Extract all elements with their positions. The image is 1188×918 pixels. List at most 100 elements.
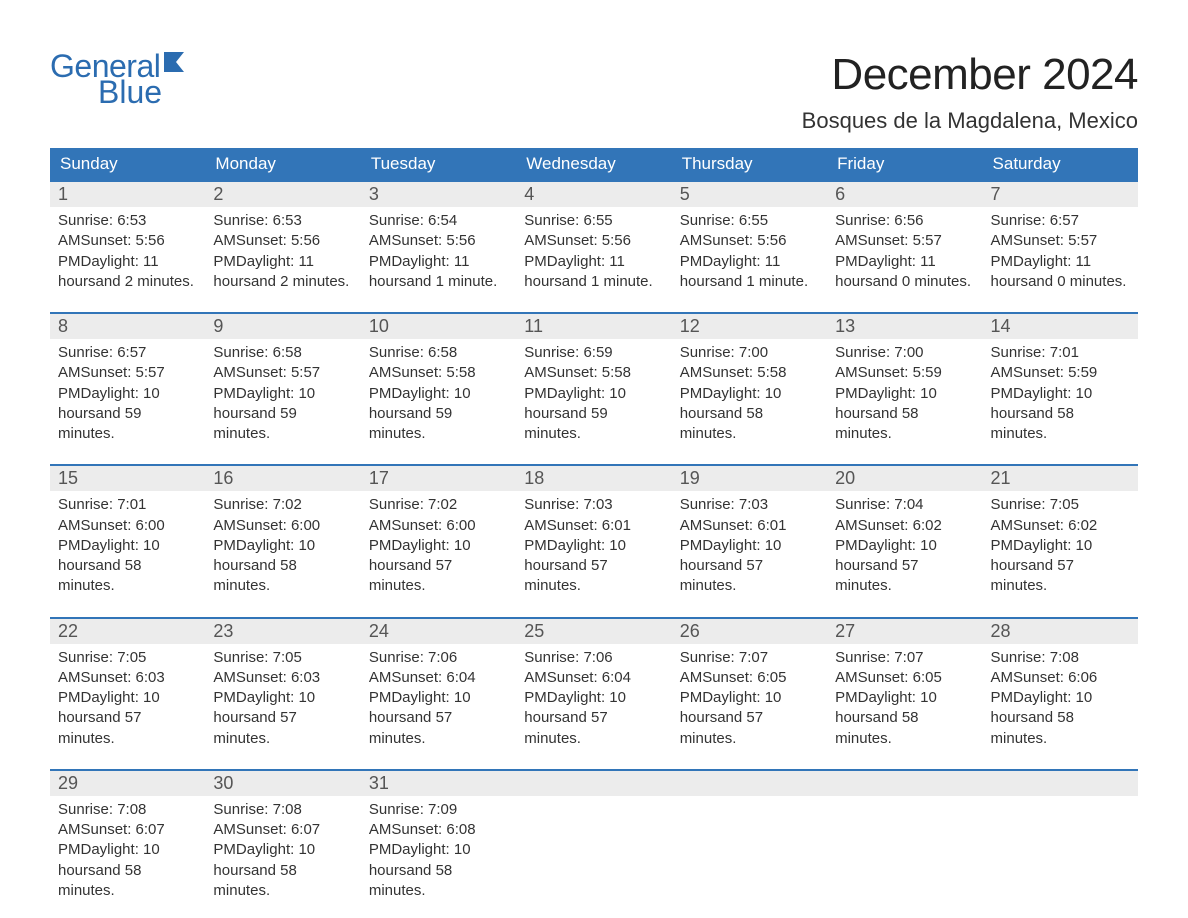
day-cell: Sunrise: 7:08 AMSunset: 6:06 PMDaylight:… — [983, 644, 1138, 759]
day-number — [516, 771, 671, 796]
day-number: 30 — [205, 771, 360, 796]
day-cell: Sunrise: 7:05 AMSunset: 6:03 PMDaylight:… — [50, 644, 205, 759]
day-number: 3 — [361, 182, 516, 207]
day-number: 10 — [361, 314, 516, 339]
week-bodies: Sunrise: 7:05 AMSunset: 6:03 PMDaylight:… — [50, 644, 1138, 759]
day-number: 8 — [50, 314, 205, 339]
day-number: 2 — [205, 182, 360, 207]
day-number: 17 — [361, 466, 516, 491]
day-number: 31 — [361, 771, 516, 796]
day-cell: Sunrise: 7:08 AMSunset: 6:07 PMDaylight:… — [205, 796, 360, 911]
day-number: 9 — [205, 314, 360, 339]
day-number — [672, 771, 827, 796]
day-cell: Sunrise: 7:03 AMSunset: 6:01 PMDaylight:… — [516, 491, 671, 606]
daylight-line-2: and 2 minutes. — [96, 273, 194, 290]
day-number: 14 — [983, 314, 1138, 339]
day-number: 6 — [827, 182, 982, 207]
day-number — [983, 771, 1138, 796]
day-cell: Sunrise: 6:56 AMSunset: 5:57 PMDaylight:… — [827, 207, 982, 302]
weekday-sunday: Sunday — [50, 148, 205, 180]
day-number: 16 — [205, 466, 360, 491]
daynum-strip: 891011121314 — [50, 314, 1138, 339]
page: General Blue December 2024 Bosques de la… — [0, 0, 1188, 918]
daylight-line-2: and 0 minutes. — [873, 273, 971, 290]
month-title: December 2024 — [802, 50, 1138, 100]
daylight-line-2: and 1 minute. — [562, 273, 653, 290]
day-cell: Sunrise: 6:57 AMSunset: 5:57 PMDaylight:… — [50, 339, 205, 454]
logo: General Blue — [50, 50, 192, 108]
daynum-strip: 1234567 — [50, 182, 1138, 207]
day-cell: Sunrise: 7:07 AMSunset: 6:05 PMDaylight:… — [672, 644, 827, 759]
day-number: 21 — [983, 466, 1138, 491]
day-cell: Sunrise: 7:03 AMSunset: 6:01 PMDaylight:… — [672, 491, 827, 606]
daylight-line-2: and 1 minute. — [717, 273, 808, 290]
day-number: 11 — [516, 314, 671, 339]
weekday-tuesday: Tuesday — [361, 148, 516, 180]
day-cell — [827, 796, 982, 911]
day-cell: Sunrise: 7:05 AMSunset: 6:02 PMDaylight:… — [983, 491, 1138, 606]
day-cell: Sunrise: 6:57 AMSunset: 5:57 PMDaylight:… — [983, 207, 1138, 302]
day-cell: Sunrise: 6:58 AMSunset: 5:58 PMDaylight:… — [361, 339, 516, 454]
calendar-week: 1234567Sunrise: 6:53 AMSunset: 5:56 PMDa… — [50, 180, 1138, 302]
location: Bosques de la Magdalena, Mexico — [802, 108, 1138, 134]
week-bodies: Sunrise: 7:01 AMSunset: 6:00 PMDaylight:… — [50, 491, 1138, 606]
week-bodies: Sunrise: 6:53 AMSunset: 5:56 PMDaylight:… — [50, 207, 1138, 302]
day-cell: Sunrise: 7:00 AMSunset: 5:58 PMDaylight:… — [672, 339, 827, 454]
day-number — [827, 771, 982, 796]
calendar-week: 22232425262728Sunrise: 7:05 AMSunset: 6:… — [50, 617, 1138, 759]
day-number: 23 — [205, 619, 360, 644]
day-number: 4 — [516, 182, 671, 207]
day-number: 18 — [516, 466, 671, 491]
day-cell: Sunrise: 7:05 AMSunset: 6:03 PMDaylight:… — [205, 644, 360, 759]
day-cell: Sunrise: 7:08 AMSunset: 6:07 PMDaylight:… — [50, 796, 205, 911]
day-number: 24 — [361, 619, 516, 644]
day-number: 28 — [983, 619, 1138, 644]
day-number: 7 — [983, 182, 1138, 207]
day-cell: Sunrise: 6:53 AMSunset: 5:56 PMDaylight:… — [205, 207, 360, 302]
calendar-week: 15161718192021Sunrise: 7:01 AMSunset: 6:… — [50, 464, 1138, 606]
weekday-monday: Monday — [205, 148, 360, 180]
day-cell: Sunrise: 7:02 AMSunset: 6:00 PMDaylight:… — [361, 491, 516, 606]
day-number: 19 — [672, 466, 827, 491]
day-cell: Sunrise: 7:06 AMSunset: 6:04 PMDaylight:… — [361, 644, 516, 759]
day-cell — [983, 796, 1138, 911]
day-cell — [516, 796, 671, 911]
day-cell: Sunrise: 7:01 AMSunset: 6:00 PMDaylight:… — [50, 491, 205, 606]
day-cell: Sunrise: 6:58 AMSunset: 5:57 PMDaylight:… — [205, 339, 360, 454]
weekday-friday: Friday — [827, 148, 982, 180]
week-bodies: Sunrise: 7:08 AMSunset: 6:07 PMDaylight:… — [50, 796, 1138, 911]
day-cell: Sunrise: 7:04 AMSunset: 6:02 PMDaylight:… — [827, 491, 982, 606]
week-bodies: Sunrise: 6:57 AMSunset: 5:57 PMDaylight:… — [50, 339, 1138, 454]
daylight-line-2: and 1 minute. — [406, 273, 497, 290]
day-cell: Sunrise: 7:00 AMSunset: 5:59 PMDaylight:… — [827, 339, 982, 454]
weekday-header-row: Sunday Monday Tuesday Wednesday Thursday… — [50, 148, 1138, 180]
daynum-strip: 22232425262728 — [50, 619, 1138, 644]
day-number: 26 — [672, 619, 827, 644]
calendar: Sunday Monday Tuesday Wednesday Thursday… — [50, 148, 1138, 911]
calendar-week: 891011121314Sunrise: 6:57 AMSunset: 5:57… — [50, 312, 1138, 454]
daylight-line-2: and 0 minutes. — [1028, 273, 1126, 290]
logo-word-blue: Blue — [98, 76, 192, 108]
day-cell: Sunrise: 7:09 AMSunset: 6:08 PMDaylight:… — [361, 796, 516, 911]
day-number: 25 — [516, 619, 671, 644]
day-number: 12 — [672, 314, 827, 339]
title-block: December 2024 Bosques de la Magdalena, M… — [802, 50, 1138, 134]
day-cell: Sunrise: 6:55 AMSunset: 5:56 PMDaylight:… — [516, 207, 671, 302]
day-number: 29 — [50, 771, 205, 796]
day-number: 22 — [50, 619, 205, 644]
flag-icon — [164, 52, 192, 76]
weekday-wednesday: Wednesday — [516, 148, 671, 180]
day-number: 13 — [827, 314, 982, 339]
day-cell: Sunrise: 7:02 AMSunset: 6:00 PMDaylight:… — [205, 491, 360, 606]
day-cell: Sunrise: 7:07 AMSunset: 6:05 PMDaylight:… — [827, 644, 982, 759]
day-number: 5 — [672, 182, 827, 207]
day-cell: Sunrise: 7:01 AMSunset: 5:59 PMDaylight:… — [983, 339, 1138, 454]
day-cell: Sunrise: 6:59 AMSunset: 5:58 PMDaylight:… — [516, 339, 671, 454]
day-cell: Sunrise: 6:54 AMSunset: 5:56 PMDaylight:… — [361, 207, 516, 302]
day-cell: Sunrise: 6:55 AMSunset: 5:56 PMDaylight:… — [672, 207, 827, 302]
day-cell: Sunrise: 7:06 AMSunset: 6:04 PMDaylight:… — [516, 644, 671, 759]
day-number: 15 — [50, 466, 205, 491]
header: General Blue December 2024 Bosques de la… — [50, 50, 1138, 134]
daynum-strip: 293031 — [50, 771, 1138, 796]
day-cell: Sunrise: 6:53 AMSunset: 5:56 PMDaylight:… — [50, 207, 205, 302]
